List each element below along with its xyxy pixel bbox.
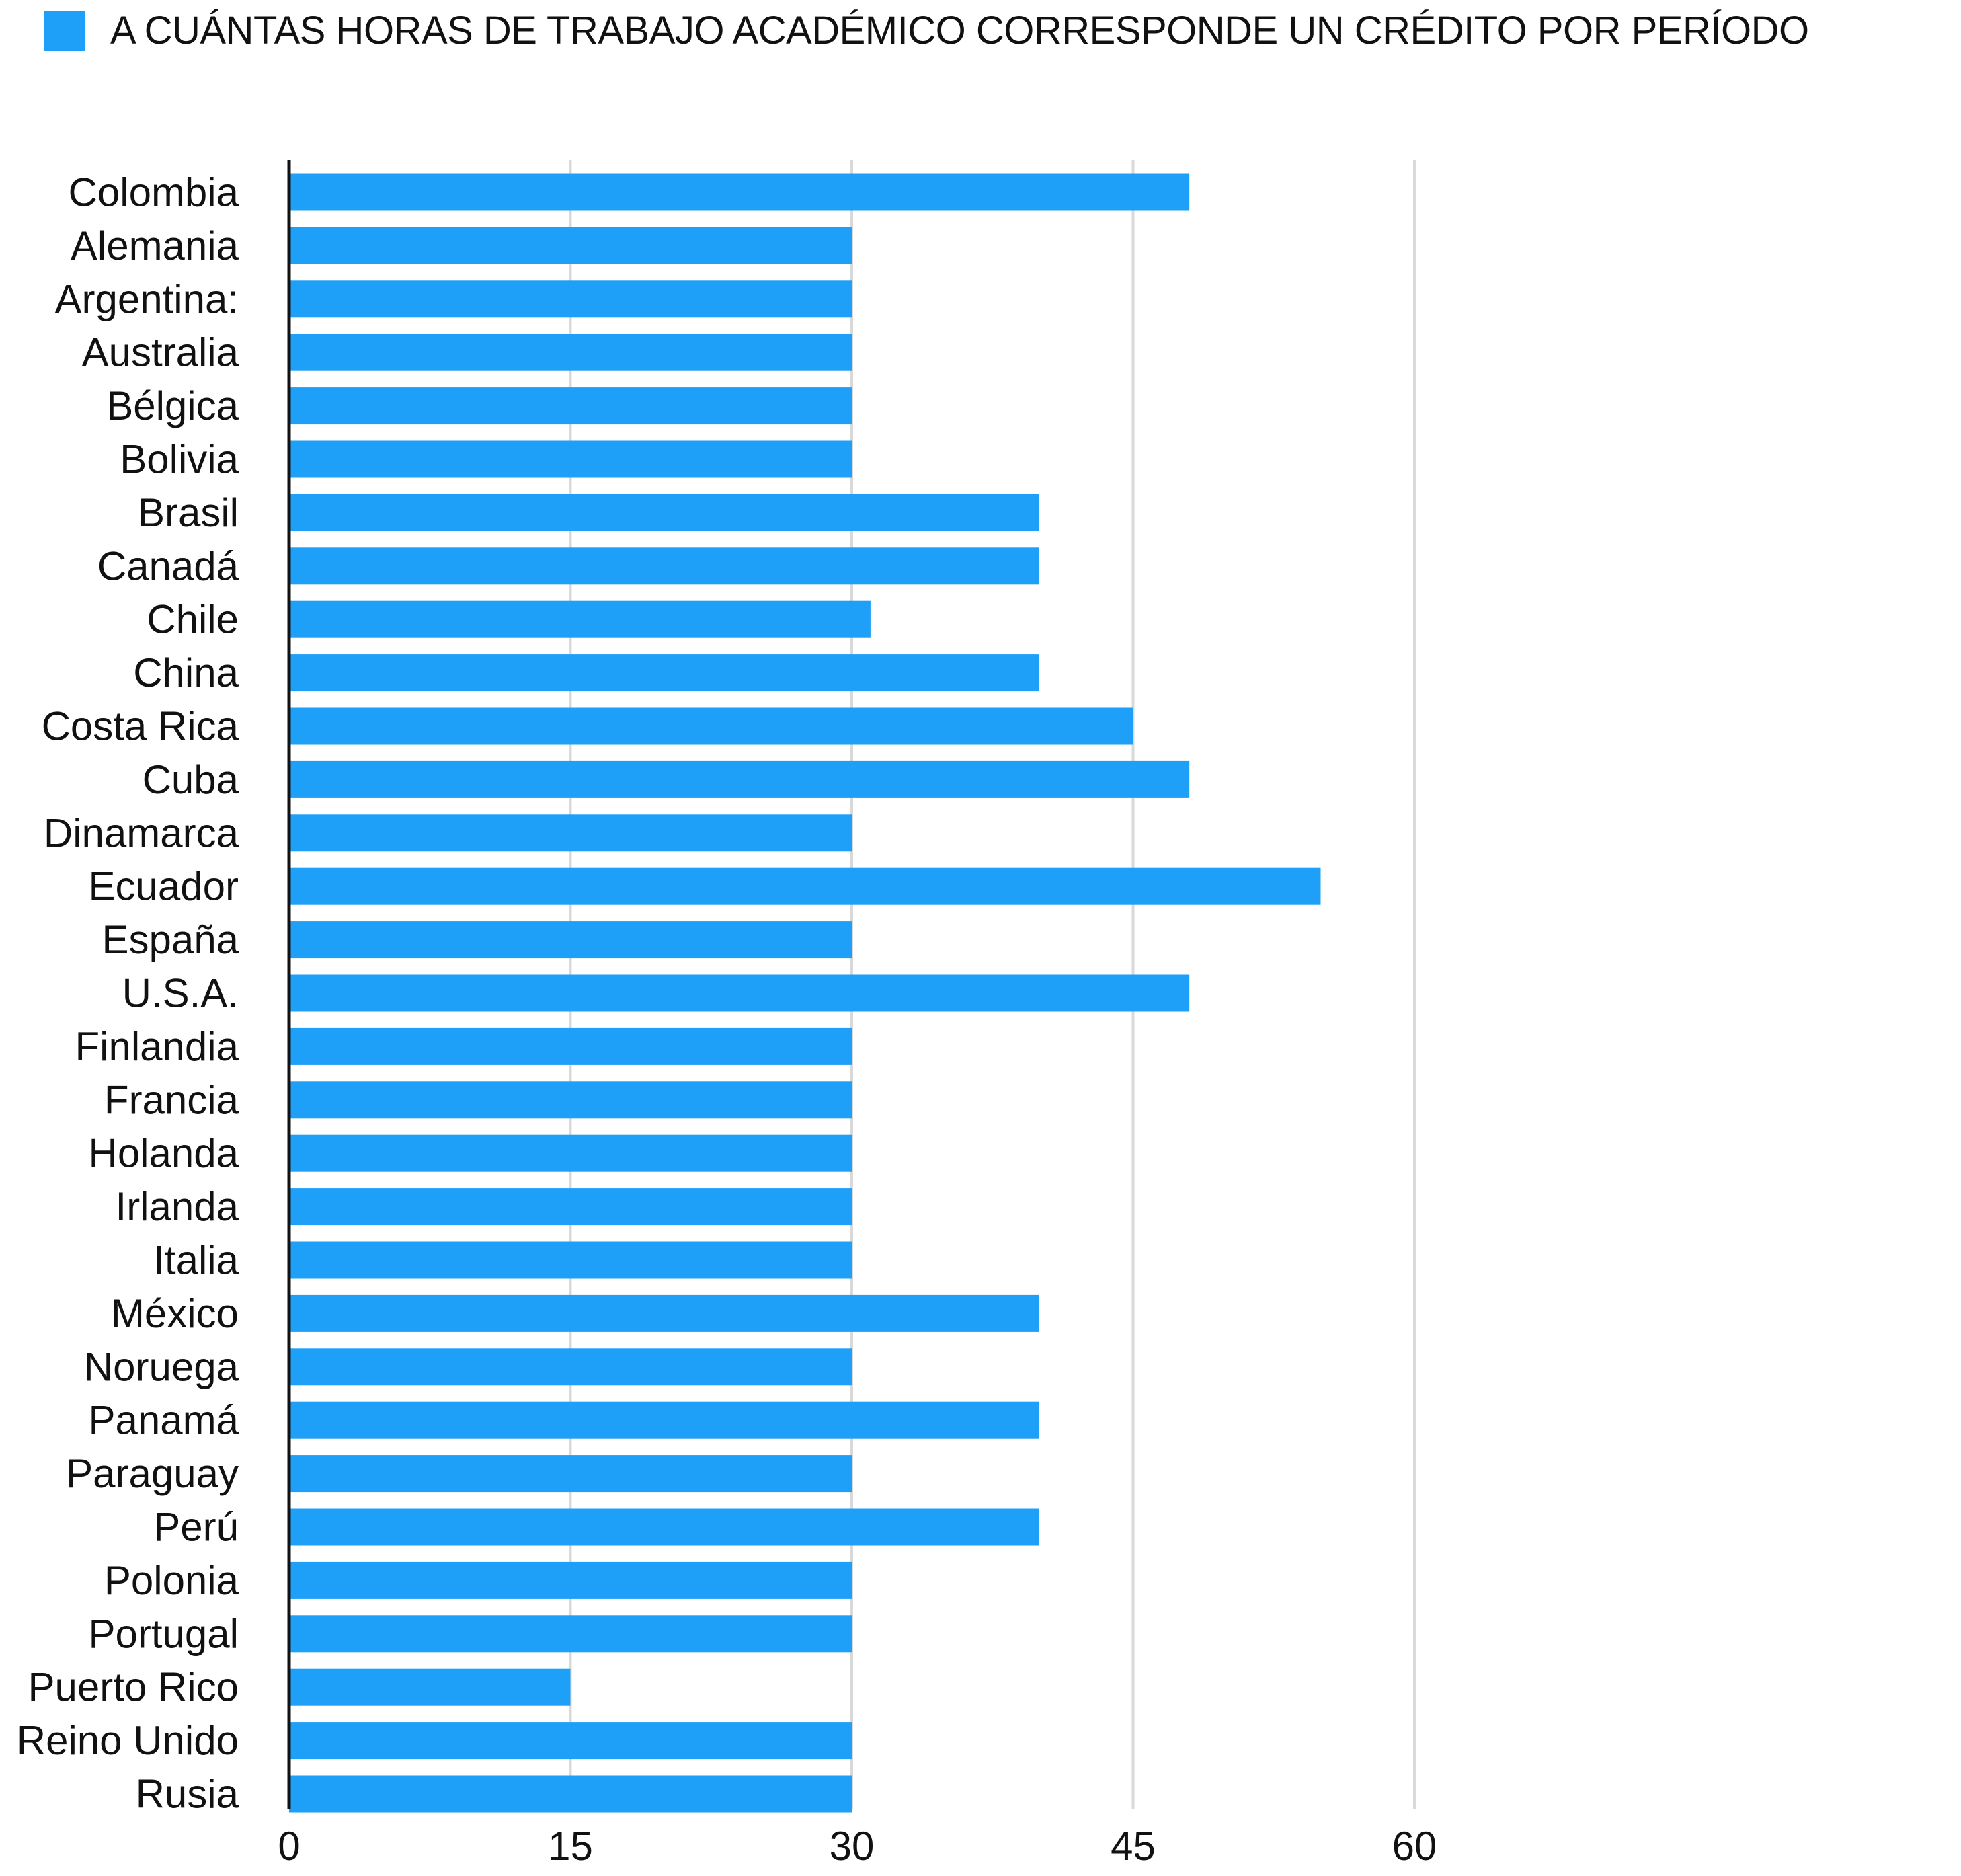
bar-1 [289, 173, 1190, 211]
category-label-31: Rusia [136, 1772, 239, 1817]
category-label-8: Canadá [97, 543, 239, 588]
bar-23 [289, 1348, 852, 1386]
x-tick-label-0: 0 [278, 1824, 300, 1869]
category-label-5: Bélgica [106, 383, 239, 428]
bar-27 [289, 1561, 852, 1599]
category-label-27: Polonia [104, 1558, 239, 1603]
category-label-19: Holanda [88, 1131, 239, 1176]
category-label-13: Dinamarca [44, 810, 239, 855]
bar-5 [289, 387, 852, 425]
bar-28 [289, 1615, 852, 1653]
legend-swatch [44, 11, 85, 51]
bar-30 [289, 1722, 852, 1760]
category-label-12: Cuba [143, 757, 239, 802]
category-label-26: Perú [153, 1505, 239, 1550]
category-label-2: Alemania [71, 223, 239, 268]
bar-12 [289, 760, 1190, 798]
bar-16 [289, 974, 1190, 1012]
category-label-18: Francia [104, 1077, 239, 1122]
bar-26 [289, 1508, 1039, 1546]
bar-8 [289, 547, 1039, 585]
bar-7 [289, 494, 1039, 531]
bar-3 [289, 280, 852, 318]
bar-31 [289, 1775, 852, 1813]
category-label-6: Bolivia [120, 437, 239, 482]
bar-15 [289, 921, 852, 959]
category-label-24: Panamá [89, 1398, 239, 1443]
category-label-10: China [133, 650, 239, 695]
bar-18 [289, 1081, 852, 1119]
bar-29 [289, 1668, 571, 1706]
bar-11 [289, 707, 1133, 745]
bar-2 [289, 227, 852, 264]
category-label-11: Costa Rica [42, 704, 239, 749]
category-label-14: Ecuador [89, 864, 239, 909]
category-label-4: Australia [82, 330, 239, 375]
category-label-29: Puerto Rico [28, 1665, 239, 1710]
x-tick-label-15: 15 [548, 1824, 593, 1869]
category-label-15: España [102, 917, 239, 962]
bar-14 [289, 867, 1321, 905]
bar-20 [289, 1188, 852, 1226]
category-label-9: Chile [147, 597, 239, 642]
category-label-22: México [111, 1291, 239, 1336]
category-label-3: Argentina: [54, 276, 239, 321]
category-label-23: Noruega [84, 1344, 239, 1389]
bar-21 [289, 1241, 852, 1279]
bar-6 [289, 440, 852, 478]
bar-9 [289, 600, 871, 638]
bar-10 [289, 654, 1039, 692]
category-label-21: Italia [153, 1238, 239, 1283]
bar-22 [289, 1294, 1039, 1332]
category-label-7: Brasil [138, 490, 239, 535]
category-label-17: Finlandia [75, 1024, 239, 1069]
category-label-16: U.S.A. [122, 971, 239, 1016]
category-label-25: Paraguay [66, 1451, 239, 1496]
x-tick-label-60: 60 [1392, 1824, 1437, 1869]
bar-17 [289, 1027, 852, 1065]
bar-25 [289, 1455, 852, 1493]
category-label-1: Colombia [69, 170, 239, 215]
bar-19 [289, 1134, 852, 1172]
bar-24 [289, 1401, 1039, 1439]
bar-13 [289, 814, 852, 852]
x-tick-label-30: 30 [830, 1824, 875, 1869]
category-label-28: Portugal [89, 1611, 239, 1656]
category-label-20: Irlanda [116, 1184, 239, 1229]
x-tick-label-45: 45 [1111, 1824, 1156, 1869]
bar-4 [289, 334, 852, 371]
category-label-30: Reino Unido [17, 1718, 239, 1763]
legend-label: A CUÁNTAS HORAS DE TRABAJO ACADÉMICO COR… [110, 9, 1809, 52]
legend: A CUÁNTAS HORAS DE TRABAJO ACADÉMICO COR… [44, 4, 1809, 58]
